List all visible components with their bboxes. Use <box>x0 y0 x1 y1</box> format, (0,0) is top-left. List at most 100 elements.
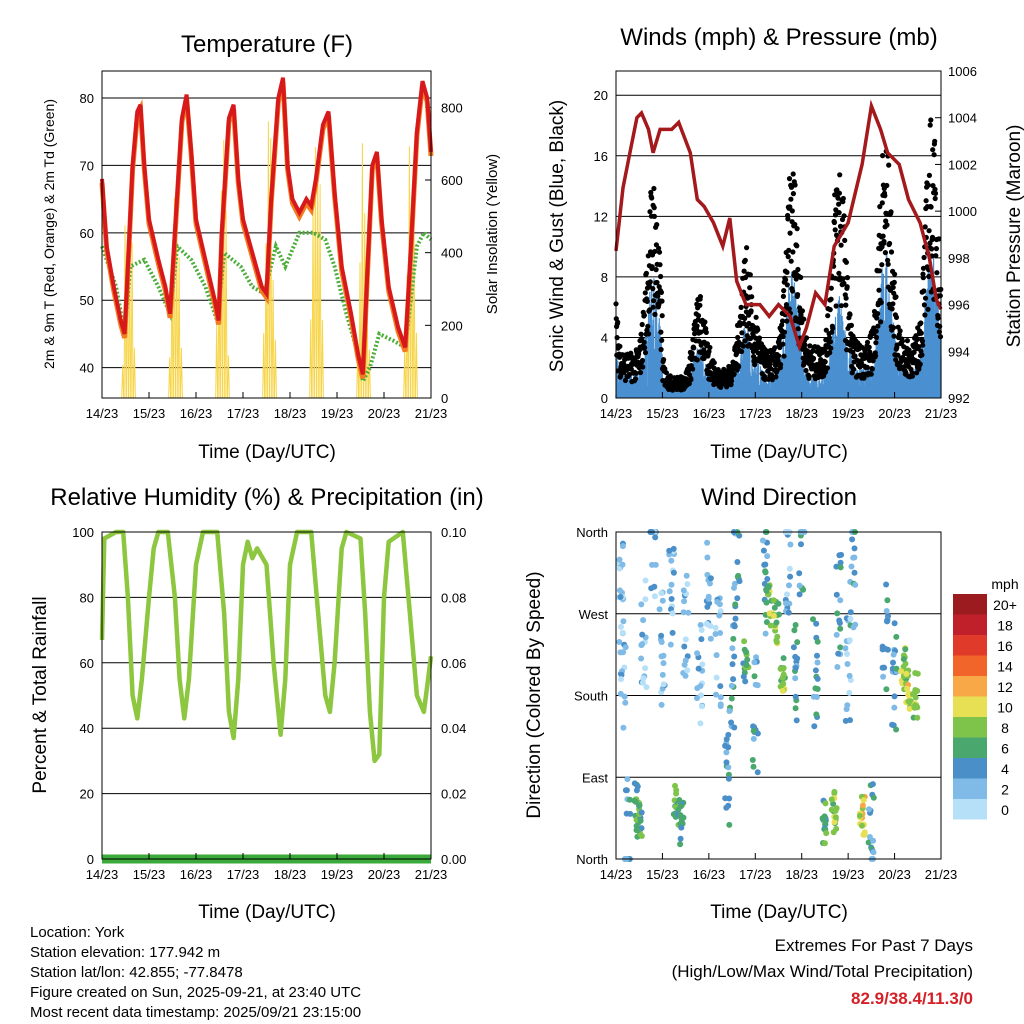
temperature-ytick-label: 70 <box>80 158 94 173</box>
legend-swatch <box>953 614 987 635</box>
wind-direction-point <box>779 687 786 694</box>
wind-direction-point <box>698 636 705 643</box>
wind-direction-point <box>623 787 630 794</box>
wind-direction-point <box>743 662 750 668</box>
wind-direction-point <box>750 723 757 730</box>
humidity-xtick-label: 18/23 <box>274 867 307 882</box>
wind-direction-point <box>651 593 658 600</box>
wind-direction-point <box>792 705 799 712</box>
wind-gust-point <box>841 280 847 286</box>
wind-gust-point <box>921 288 927 294</box>
wind-direction-point <box>836 617 843 624</box>
wind-direction-point <box>786 582 792 589</box>
wind-direction-point <box>622 699 629 706</box>
wind-gust-point <box>837 172 843 178</box>
wind-gust-point <box>658 273 664 280</box>
wind-gust-point <box>799 308 806 314</box>
humidity-xtick-label: 14/23 <box>86 867 119 882</box>
wind-direction-point <box>704 554 711 561</box>
wind-gust-point <box>790 288 796 294</box>
wind-gust-point <box>781 288 787 294</box>
wind-direction-point <box>791 627 798 634</box>
legend-swatch <box>953 594 987 615</box>
wind-gust-point <box>930 147 936 153</box>
temperature-ytick-label: 40 <box>80 361 94 376</box>
wind-direction-point <box>814 652 820 659</box>
wind-direction-point <box>643 684 650 691</box>
wind-direction-point <box>890 651 897 658</box>
wind-gust-point <box>790 171 796 177</box>
humidity-xtick-label: 15/23 <box>133 867 166 882</box>
precip-ytick-label: 0.08 <box>441 590 466 605</box>
wind-gust-point <box>650 286 656 292</box>
humidity-ylabel: Percent & Total Rainfall <box>30 596 51 793</box>
precip-ytick-label: 0.02 <box>441 787 466 802</box>
wind-gust-point <box>884 182 890 189</box>
wind-gust-point <box>798 312 804 318</box>
wind-gust-point <box>868 371 874 377</box>
wind-direction-point <box>731 622 738 628</box>
wind-gust-point <box>888 209 894 215</box>
wind-direction-point <box>734 595 741 602</box>
wind-direction-point <box>668 557 675 564</box>
wind-gust-point <box>878 319 884 325</box>
wind-direction-point <box>783 600 789 607</box>
wind-ytick-label: 0 <box>601 391 608 406</box>
wind-direction-point <box>844 661 851 667</box>
wind-gust-point <box>889 306 895 312</box>
legend-swatch <box>953 778 987 799</box>
wind-gust-point <box>866 344 872 350</box>
wind-gust-point <box>920 342 926 348</box>
wind-gust-point <box>773 374 779 380</box>
wind-direction-point <box>905 691 912 698</box>
wind-direction-point <box>834 610 841 617</box>
wind-gust-point <box>729 378 735 384</box>
wind-gust-point <box>617 343 623 349</box>
solar-ytick-label: 400 <box>441 246 463 261</box>
wind-direction-point <box>831 819 838 826</box>
pressure-ytick-label: 994 <box>948 344 970 359</box>
wind-gust-point <box>658 329 664 335</box>
humidity-xtick-label: 16/23 <box>180 867 213 882</box>
extremes-values: 82.9/38.4/11.3/0 <box>851 989 973 1008</box>
wind-direction-point <box>726 708 733 714</box>
wind-gust-point <box>829 329 835 335</box>
wind-direction-point <box>725 802 732 809</box>
humidity-ytick-label: 100 <box>72 525 94 540</box>
wind-gust-point <box>780 293 787 299</box>
wind-gust-point <box>698 329 704 335</box>
wind-gust-point <box>870 358 876 364</box>
wind-gust-point <box>690 366 696 372</box>
relative-humidity-line <box>99 529 434 764</box>
wind-direction-point <box>717 701 724 708</box>
wind-gust-point <box>884 222 890 228</box>
wind-gust-point <box>769 377 775 383</box>
wind-gust-point <box>825 313 831 319</box>
pressure-ytick-label: 992 <box>948 391 970 406</box>
wind-gust-point <box>801 316 807 322</box>
humidity-plot-frame <box>101 531 432 860</box>
wind-gust-point <box>738 304 744 310</box>
legend-label: 8 <box>1001 720 1009 736</box>
wind-gust-point <box>828 285 834 291</box>
wind-gust-point <box>914 337 920 343</box>
pressure-ytick-label: 1006 <box>948 64 977 79</box>
wind-direction-point <box>680 609 687 616</box>
wind-gust-point <box>614 335 620 341</box>
wind-gust-point <box>654 222 660 228</box>
wind-gust-point <box>662 366 668 372</box>
wind-direction-point <box>780 655 787 662</box>
wind-gust-point <box>876 287 882 293</box>
wind-direction-point <box>620 618 627 625</box>
wind-gust-point <box>836 270 842 276</box>
wind-gust-point <box>785 254 791 260</box>
wind-gust-point <box>880 233 886 239</box>
wind-gust-point <box>686 381 692 387</box>
wind-direction-point <box>828 796 835 803</box>
wind-gust-point <box>838 242 844 248</box>
humidity-ytick-label: 60 <box>80 656 94 671</box>
wind-gust-point <box>826 335 833 341</box>
direction-xtick-label: 19/23 <box>832 867 865 882</box>
wind-direction-point <box>685 609 692 616</box>
wind-direction-point <box>697 720 704 727</box>
